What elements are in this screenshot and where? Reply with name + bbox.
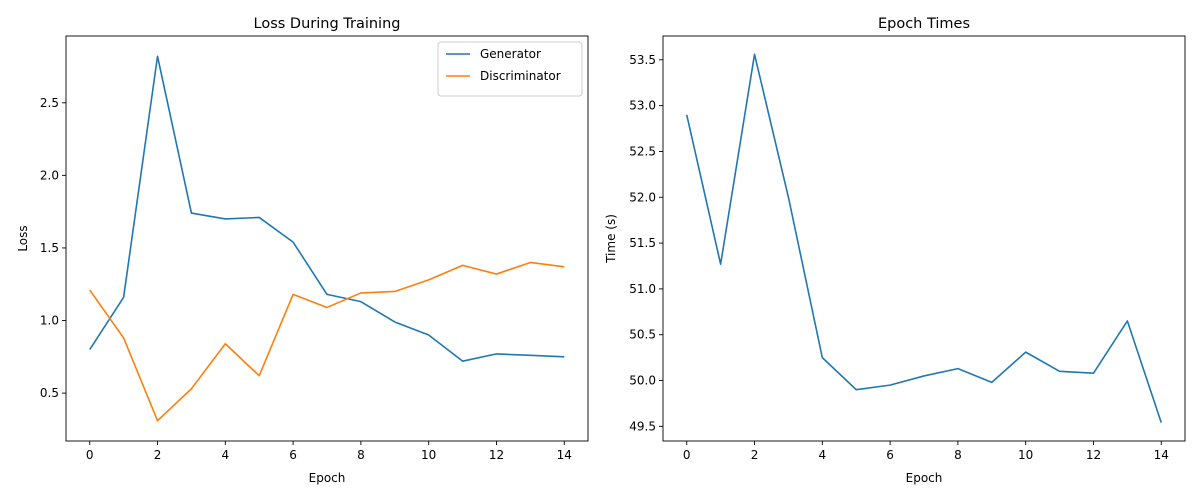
y-tick-label: 1.0 <box>40 314 59 328</box>
series-line-generator <box>89 55 565 362</box>
x-tick-label: 4 <box>818 448 826 462</box>
chart-2: Epoch Times 0 2 4 6 8 10 12 14 49.5 50.0 50.5 51.0 51… <box>604 16 1186 485</box>
x-tick-label: 12 <box>489 448 504 462</box>
x-tick-label: 8 <box>954 448 962 462</box>
legend-box <box>437 41 583 97</box>
legend-label-generator: Generator <box>480 47 541 61</box>
legend: Generator Discriminator <box>437 41 583 97</box>
x-axis-label: Epoch <box>906 471 943 485</box>
x-tick-label: 8 <box>357 448 365 462</box>
y-tick-label: 2.5 <box>40 96 59 110</box>
series-line-epoch-time <box>685 53 1163 423</box>
y-tick-label: 49.5 <box>629 419 656 433</box>
chart-title: Loss During Training <box>254 16 401 32</box>
y-tick-label: 53.5 <box>629 53 656 67</box>
y-tick-label: 52.0 <box>629 190 656 204</box>
x-tick-label: 10 <box>421 448 436 462</box>
x-tick-label: 12 <box>1086 448 1101 462</box>
x-tick-label: 10 <box>1018 448 1033 462</box>
x-tick-label: 6 <box>289 448 297 462</box>
chart-title: Epoch Times <box>878 16 970 32</box>
x-tick-label: 4 <box>221 448 229 462</box>
y-tick-label: 0.5 <box>40 386 59 400</box>
y-tick-label: 51.5 <box>629 236 656 250</box>
plot-frame <box>65 35 589 442</box>
y-tick-label: 53.0 <box>629 99 656 113</box>
y-tick-label: 50.5 <box>629 328 656 342</box>
x-tick-label: 2 <box>751 448 759 462</box>
y-axis-label: Loss <box>16 225 30 251</box>
x-tick-label: 14 <box>557 448 572 462</box>
plot-frame <box>662 35 1186 442</box>
y-tick-label: 52.5 <box>629 144 656 158</box>
y-tick-label: 1.5 <box>40 241 59 255</box>
y-tick-label: 2.0 <box>40 168 59 182</box>
y-tick-label: 50.0 <box>629 374 656 388</box>
x-tick-label: 2 <box>154 448 162 462</box>
x-axis-label: Epoch <box>309 471 346 485</box>
x-tick-label: 14 <box>1154 448 1169 462</box>
x-tick-label: 0 <box>683 448 691 462</box>
y-axis-label: Time (s) <box>604 214 618 264</box>
x-tick-label: 6 <box>886 448 894 462</box>
x-tick-label: 0 <box>86 448 94 462</box>
chart-1: Loss During Training 0 2 4 6 8 10 12 14 0.5 1.0 1.5… <box>16 16 589 485</box>
y-tick-label: 51.0 <box>629 282 656 296</box>
legend-label-discriminator: Discriminator <box>480 69 561 83</box>
series-line-discriminator <box>89 261 565 422</box>
